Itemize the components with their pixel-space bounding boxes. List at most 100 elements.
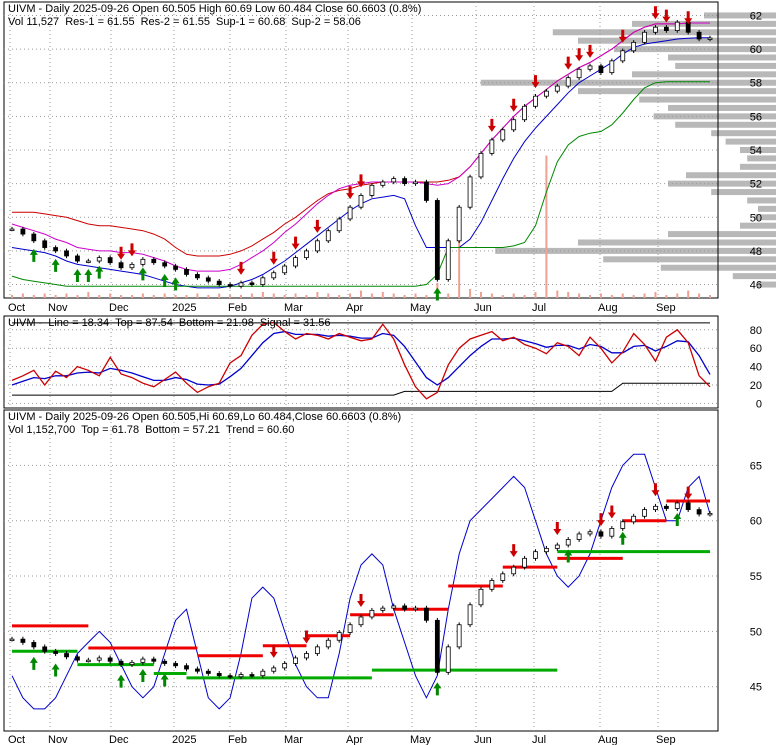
volume-bar-9 bbox=[109, 293, 112, 298]
volume-bar-6 bbox=[76, 295, 79, 298]
trend-header-2-3: Trend = 60.60 bbox=[226, 424, 294, 436]
trend-price-candle-39 bbox=[434, 619, 440, 673]
trend-price-candle-14 bbox=[162, 660, 168, 664]
price-candle-49 bbox=[544, 90, 549, 97]
volume-bar-55 bbox=[610, 295, 613, 298]
oscillator-header-2: Top = 87.54 bbox=[115, 317, 173, 329]
volume-profile-bar-1 bbox=[732, 273, 776, 280]
price-candle-18 bbox=[205, 277, 211, 282]
trend-panel-xtick-2: Dec bbox=[109, 734, 129, 745]
trend-price-candle-20 bbox=[227, 675, 233, 678]
price-candle-43 bbox=[478, 152, 484, 178]
trend-price-candle-44 bbox=[489, 580, 495, 590]
volume-bar-4 bbox=[54, 295, 57, 298]
price-candle-25 bbox=[282, 265, 288, 274]
price-candle-20 bbox=[227, 284, 233, 287]
buy-arrow-2 bbox=[73, 269, 82, 282]
trend-sell-arrow-2 bbox=[357, 593, 365, 607]
trend-price-candle-52 bbox=[576, 533, 582, 540]
price-candle-8 bbox=[96, 257, 102, 262]
oscillator-header-3: Bottom = 21.98 bbox=[179, 317, 254, 329]
volume-bar-47 bbox=[523, 295, 526, 298]
volume-bar-41 bbox=[458, 241, 461, 298]
volume-bar-3 bbox=[43, 293, 46, 298]
trend-buy-arrow-0 bbox=[29, 656, 38, 670]
volume-profile-bar-4 bbox=[495, 247, 776, 254]
price-candle-51 bbox=[565, 77, 571, 87]
price-header-1-0: UIVM - Daily 2025-09-26 Open 60.505 High… bbox=[8, 3, 421, 15]
price-candle-40 bbox=[445, 240, 451, 280]
trend-buy-arrow-1 bbox=[51, 663, 60, 677]
trend-header-2-0: Vol 1,152,700 bbox=[8, 424, 75, 436]
trend-price-candle-58 bbox=[642, 509, 647, 517]
sell-arrow-15 bbox=[651, 6, 660, 20]
res1-line bbox=[12, 22, 710, 257]
trend-buy-arrow-3 bbox=[138, 669, 147, 683]
volume-bar-19 bbox=[218, 293, 221, 298]
price-candle-44 bbox=[489, 139, 495, 154]
price-panel-xtick-10: Aug bbox=[598, 302, 618, 314]
buy-arrow-3 bbox=[84, 269, 93, 282]
trend-price-candle-48 bbox=[533, 551, 538, 559]
trend-sell-arrow-7 bbox=[651, 483, 660, 497]
price-candle-3 bbox=[42, 240, 48, 248]
volume-bar-1 bbox=[21, 293, 24, 298]
price-candle-31 bbox=[347, 206, 353, 220]
price-candle-26 bbox=[293, 257, 298, 267]
trend-price-candle-24 bbox=[271, 667, 277, 672]
trend-price-candle-23 bbox=[260, 670, 266, 677]
trend-price-candle-34 bbox=[380, 607, 386, 611]
price-header-2-2: Res-2 = 61.55 bbox=[141, 16, 210, 28]
trend-price-candle-30 bbox=[336, 632, 342, 641]
price-panel-xtick-9: Jul bbox=[532, 302, 546, 314]
volume-bar-50 bbox=[556, 290, 559, 298]
oscillator-panel-ytick-4: 80 bbox=[750, 325, 762, 337]
volume-profile-bar-12 bbox=[668, 180, 776, 187]
volume-profile-bar-5 bbox=[578, 239, 776, 246]
trend-price-candle-42 bbox=[467, 604, 473, 626]
oscillator-panel-ytick-0: 0 bbox=[756, 398, 762, 410]
buy-arrow-4 bbox=[95, 265, 104, 279]
volume-bar-30 bbox=[338, 295, 341, 298]
trend-panel-xtick-1: Nov bbox=[48, 734, 68, 745]
volume-bar-17 bbox=[196, 293, 199, 298]
price-candle-23 bbox=[260, 277, 266, 285]
price-candle-30 bbox=[336, 218, 342, 232]
volume-bar-8 bbox=[98, 295, 101, 298]
price-header-2-1: Res-1 = 61.55 bbox=[65, 16, 134, 28]
volume-bar-18 bbox=[207, 295, 210, 298]
price-candle-35 bbox=[391, 178, 397, 183]
trend-panel-frame bbox=[3, 409, 719, 732]
trend-price-candle-62 bbox=[685, 502, 691, 511]
trend-line bbox=[11, 453, 711, 710]
volume-profile-bar-6 bbox=[668, 231, 776, 238]
price-candle-32 bbox=[358, 195, 364, 208]
trend-price-candle-4 bbox=[53, 650, 59, 654]
price-candle-57 bbox=[631, 41, 637, 52]
trend-buy-arrow-2 bbox=[117, 674, 126, 688]
oscillator-header-1: Line = 18.34 bbox=[48, 317, 109, 329]
trend-price-candle-33 bbox=[369, 609, 375, 618]
volume-bar-24 bbox=[272, 293, 275, 298]
sup2-line bbox=[11, 81, 710, 287]
volume-bar-45 bbox=[501, 295, 504, 298]
oscillator-header-4: Signal = 31.56 bbox=[260, 317, 331, 329]
trend-header-2-2: Bottom = 57.21 bbox=[145, 424, 220, 436]
volume-profile-bar-32 bbox=[704, 12, 776, 19]
price-panel-ytick-0: 46 bbox=[750, 280, 762, 292]
buy-arrow-1 bbox=[51, 258, 60, 272]
trend-price-candle-46 bbox=[511, 566, 517, 575]
trend-price-candle-12 bbox=[140, 658, 146, 663]
trend-price-candle-13 bbox=[151, 658, 157, 662]
price-candle-55 bbox=[609, 60, 615, 74]
price-candle-5 bbox=[64, 250, 69, 257]
volume-profile-bar-9 bbox=[758, 205, 776, 212]
price-candle-42 bbox=[467, 176, 473, 208]
sell-arrow-6 bbox=[346, 186, 355, 200]
price-candle-15 bbox=[173, 265, 178, 270]
trend-price-candle-32 bbox=[358, 616, 364, 626]
sell-arrow-16 bbox=[662, 9, 671, 23]
price-candle-50 bbox=[554, 85, 560, 92]
trend-price-candle-36 bbox=[402, 605, 408, 610]
